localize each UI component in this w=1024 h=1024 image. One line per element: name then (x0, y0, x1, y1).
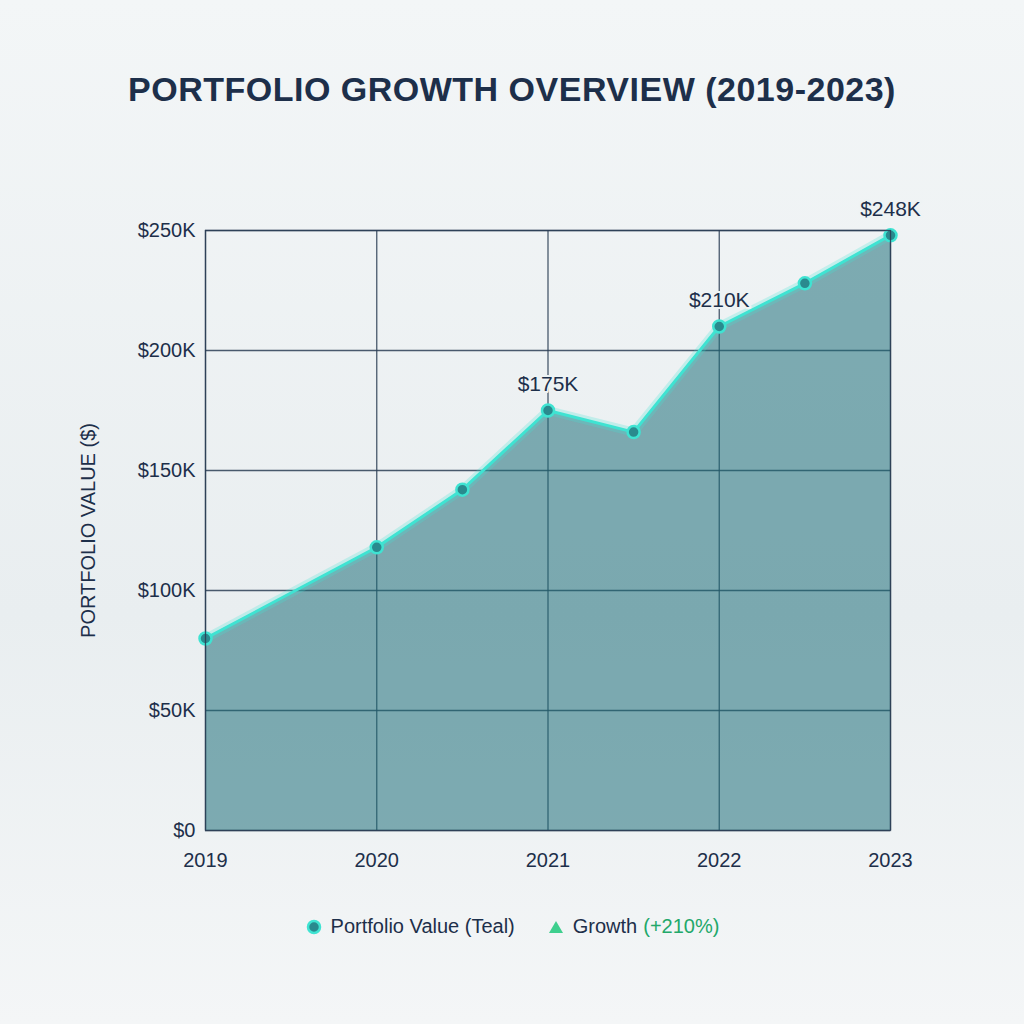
svg-text:$0: $0 (173, 819, 195, 841)
svg-text:$150K: $150K (138, 459, 196, 481)
svg-text:2022: 2022 (697, 849, 742, 871)
svg-text:$250K: $250K (138, 219, 196, 241)
svg-text:PORTFOLIO VALUE ($): PORTFOLIO VALUE ($) (77, 423, 99, 638)
svg-text:$200K: $200K (138, 339, 196, 361)
svg-text:$175K: $175K (518, 372, 579, 395)
svg-text:$248K: $248K (860, 197, 921, 220)
svg-text:2023: 2023 (868, 849, 913, 871)
html-text:Portfolio Value (Teal): Portfolio Value (Teal) (330, 915, 515, 937)
svg-text:2020: 2020 (355, 849, 400, 871)
svg-text:$210K: $210K (689, 288, 750, 311)
svg-text:2021: 2021 (526, 849, 571, 871)
html-text:Growth (+210%): Growth (+210%) (572, 915, 720, 937)
html-text:PORTFOLIO GROWTH OVERVIEW (201: PORTFOLIO GROWTH OVERVIEW (2019-2023) (128, 70, 896, 108)
svg-text:$100K: $100K (138, 579, 196, 601)
svg-text:2019: 2019 (183, 849, 228, 871)
svg-text:$50K: $50K (149, 699, 196, 721)
